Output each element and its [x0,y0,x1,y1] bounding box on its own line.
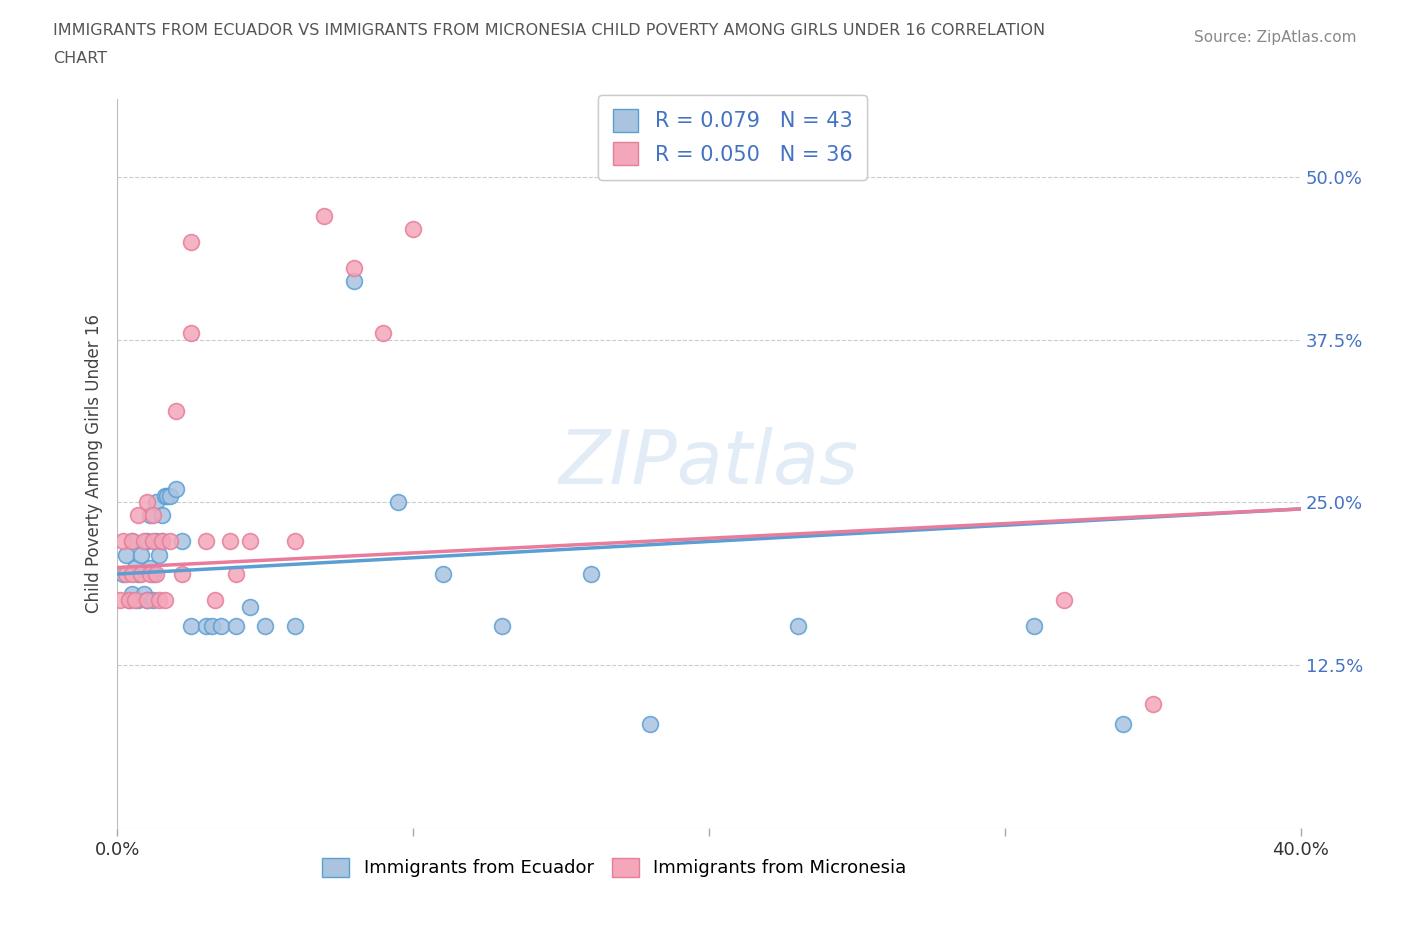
Point [432,566,454,581]
Point [148,547,170,562]
Point [121,586,143,601]
Point [135,592,157,607]
Point [129,566,152,581]
Point [121,534,143,549]
Point [491,618,513,633]
Point [1112,716,1135,731]
Point [132,586,155,601]
Point [124,560,146,575]
Point [132,534,155,549]
Point [148,592,170,607]
Point [1024,618,1046,633]
Text: IMMIGRANTS FROM ECUADOR VS IMMIGRANTS FROM MICRONESIA CHILD POVERTY AMONG GIRLS : IMMIGRANTS FROM ECUADOR VS IMMIGRANTS FR… [53,23,1046,38]
Point [138,560,160,575]
Point [135,592,157,607]
Point [121,534,143,549]
Point [142,566,165,581]
Point [159,488,181,503]
Point [180,234,202,249]
Point [112,534,135,549]
Point [145,566,167,581]
Point [150,534,173,549]
Point [138,566,160,581]
Point [145,534,167,549]
Point [1142,697,1164,711]
Point [118,592,141,607]
Point [402,221,425,236]
Point [284,534,307,549]
Point [150,534,173,549]
Point [142,508,165,523]
Point [124,592,146,607]
Point [121,566,143,581]
Point [1053,592,1076,607]
Point [343,273,366,288]
Text: ZIPatlas: ZIPatlas [558,428,859,499]
Point [579,566,602,581]
Point [159,534,181,549]
Point [180,326,202,340]
Legend: R = 0.079   N = 43, R = 0.050   N = 36: R = 0.079 N = 43, R = 0.050 N = 36 [599,95,868,179]
Point [127,508,149,523]
Point [165,404,187,418]
Point [180,618,202,633]
Point [194,618,217,633]
Point [129,547,152,562]
Text: CHART: CHART [53,51,107,66]
Point [156,488,179,503]
Point [127,592,149,607]
Point [225,618,247,633]
Point [786,618,808,633]
Y-axis label: Child Poverty Among Girls Under 16: Child Poverty Among Girls Under 16 [86,313,103,613]
Point [314,208,336,223]
Point [201,618,224,633]
Point [135,534,157,549]
Point [254,618,277,633]
Text: Source: ZipAtlas.com: Source: ZipAtlas.com [1194,30,1357,45]
Point [145,495,167,510]
Point [209,618,232,633]
Point [172,534,194,549]
Point [142,592,165,607]
Point [638,716,661,731]
Point [138,508,160,523]
Point [135,495,157,510]
Point [142,534,165,549]
Point [239,534,262,549]
Point [218,534,240,549]
Point [112,566,135,581]
Point [373,326,395,340]
Point [115,547,138,562]
Point [115,566,138,581]
Point [204,592,226,607]
Point [172,566,194,581]
Point [343,260,366,275]
Point [150,508,173,523]
Point [127,566,149,581]
Point [153,488,176,503]
Point [118,592,141,607]
Point [387,495,409,510]
Point [225,566,247,581]
Point [194,534,217,549]
Point [108,592,131,607]
Point [165,482,187,497]
Point [153,592,176,607]
Point [239,599,262,614]
Point [284,618,307,633]
